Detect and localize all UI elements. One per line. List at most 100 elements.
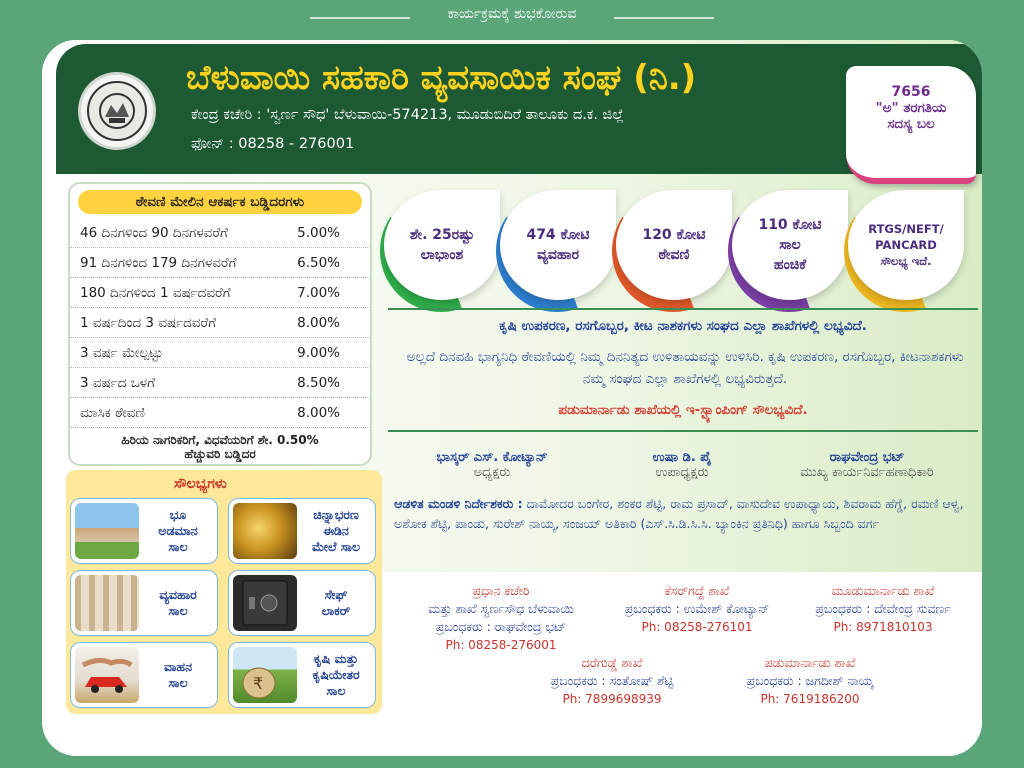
estamping-notice: ಪಡುಮಾರ್ನಾಡು ಶಾಖೆಯಲ್ಲಿ ಇ-ಸ್ಟ್ಯಾಂಪಿಂಗ್ ಸೌಲ… [558, 402, 808, 418]
address-line: ಕೇಂದ್ರ ಕಚೇರಿ : 'ಸ್ವರ್ಣ ಸೌಧ' ಬೆಳುವಾಯಿ-574… [191, 107, 624, 123]
shop-image [75, 575, 139, 631]
facility-label: ಸೇಫ್ ಲಾಕರ್ [321, 587, 351, 618]
svg-text:₹: ₹ [253, 674, 263, 693]
branch-manager: ಪ್ರಬಂಧಕರು : ರಾಘವೇಂದ್ರ ಭಟ್ [435, 619, 567, 634]
locker-image [233, 575, 297, 631]
branch-head-office: ಪ್ರಧಾನ ಕಚೇರಿ ಮತ್ತು ಶಾಖೆ ಸ್ವರ್ಣಸೌಧ ಬೆಳುವಾ… [396, 582, 606, 654]
rate-value: 5.00% [297, 224, 340, 241]
car-handshake-image [75, 647, 139, 703]
rate-period: 1 ವರ್ಷದಿಂದ 3 ವರ್ಷದವರೆಗೆ [80, 314, 217, 331]
facilities-panel: ಸೌಲಭ್ಯಗಳು ಭೂ ಅಡಮಾನ ಸಾಲ ಚಿನ್ನಾಭರಣ ಈಡಿನ ಮೇಲೆ ಸ… [66, 470, 382, 714]
advertisement-card: ಬೆಳುವಾಯಿ ಸಹಕಾರಿ ವ್ಯವಸಾಯಿಕ ಸಂಘ (ನಿ.) ಕೇಂದ… [42, 40, 982, 756]
staff-name: ಭಾಸ್ಕರ್ ಎಸ್. ಕೋಟ್ಯಾನ್ [436, 450, 548, 465]
notice-box: ಕೃಷಿ ಉಪಕರಣ, ರಸಗೊಬ್ಬರ, ಕೀಟ ನಾಶಕಗಳು ಸಂಘದ ಎ… [388, 308, 978, 432]
branch-moodumarnad: ಮೂಡುಮಾರ್ನಾಡು ಶಾಖೆ ಪ್ರಬಂಧಕರು : ದೇವೇಂದ್ರ ಸ… [788, 582, 978, 636]
rate-row: 91 ದಿನಗಳಿಂದ 179 ದಿನಗಳವರೆಗೆ 6.50% [70, 248, 370, 278]
branch-name: ಪಡುಮಾರ್ನಾಡು ಶಾಖೆ [764, 655, 856, 670]
stat-turnover: 474 ಕೋಟಿ ವ್ಯವಹಾರ [500, 190, 616, 300]
rate-value: 8.00% [297, 314, 340, 331]
rate-row: 180 ದಿನಗಳಿಂದ 1 ವರ್ಷದವರೆಗೆ 7.00% [70, 278, 370, 308]
facilities-heading: ಸೌಲಭ್ಯಗಳು [174, 476, 227, 492]
rate-period: 91 ದಿನಗಳಿಂದ 179 ದಿನಗಳವರೆಗೆ [80, 254, 237, 271]
rate-period: 46 ದಿನಗಳಿಂದ 90 ದಿನಗಳವರೆಗೆ [80, 224, 228, 241]
branch-manager: ಪ್ರಬಂಧಕರು : ಉಮೇಶ್ ಕೋಟ್ಯಾನ್ [624, 601, 770, 616]
branch-name: ಕೆಸರ್‌ಗದ್ದೆ ಶಾಖೆ [664, 583, 730, 598]
facility-business-loan: ವ್ಯವಹಾರ ಸಾಲ [70, 570, 218, 636]
rate-period: 180 ದಿನಗಳಿಂದ 1 ವರ್ಷದವರೆಗೆ [80, 284, 231, 301]
safe-icon [242, 580, 288, 626]
facility-land-mortgage-loan: ಭೂ ಅಡಮಾನ ಸಾಲ [70, 498, 218, 564]
facility-gold-loan: ಚಿನ್ನಾಭರಣ ಈಡಿನ ಮೇಲೆ ಸಾಲ [228, 498, 376, 564]
rate-row: 1 ವರ್ಷದಿಂದ 3 ವರ್ಷದವರೆಗೆ 8.00% [70, 308, 370, 338]
header-banner: ಬೆಳುವಾಯಿ ಸಹಕಾರಿ ವ್ಯವಸಾಯಿಕ ಸಂಘ (ನಿ.) ಕೇಂದ… [56, 44, 982, 174]
branch-phone: Ph: 7619186200 [760, 692, 860, 706]
branch-phone: Ph: 8971810103 [833, 620, 933, 634]
jewellery-image [233, 503, 297, 559]
branch-kesargadde: ಕೆಸರ್‌ಗದ್ದೆ ಶಾಖೆ ಪ್ರಬಂಧಕರು : ಉಮೇಶ್ ಕೋಟ್ಯ… [602, 582, 792, 636]
facility-vehicle-loan: ವಾಹನ ಸಾಲ [70, 642, 218, 708]
rate-row: 3 ವರ್ಷದ ಒಳಗೆ 8.50% [70, 368, 370, 398]
branch-name: ಮೂಡುಮಾರ್ನಾಡು ಶಾಖೆ [831, 583, 935, 598]
directors-names: ದಾಮೋದರ ಬಂಗೇರ, ಶಂಕರ ಶೆಟ್ಟಿ, ರಾಮ ಪ್ರಸಾದ್, … [394, 496, 964, 531]
society-title: ಬೆಳುವಾಯಿ ಸಹಕಾರಿ ವ್ಯವಸಾಯಿಕ ಸಂಘ (ನಿ.) [186, 58, 697, 98]
divider [614, 17, 714, 19]
deposit-rates-table: ಠೇವಣಿ ಮೇಲಿನ ಆಕರ್ಷಕ ಬಡ್ಡಿದರಗಳು 46 ದಿನಗಳಿಂ… [70, 184, 370, 464]
facility-label: ಭೂ ಅಡಮಾನ ಸಾಲ [158, 507, 198, 554]
staff-role: ಮುಖ್ಯ ಕಾರ್ಯನಿರ್ವಹಣಾಧಿಕಾರಿ [800, 465, 934, 480]
branch-name: ದರೆಗುಡ್ಡೆ ಶಾಖೆ [581, 655, 643, 670]
rate-value: 6.50% [297, 254, 340, 271]
rates-footnote: ಹಿರಿಯ ನಾಗರಿಕರಿಗೆ, ವಿಧವೆಯರಿಗೆ ಶೇ. 0.50% ಹ… [70, 428, 370, 461]
branch-name: ಪ್ರಧಾನ ಕಚೇರಿ [472, 583, 530, 598]
branch-manager: ಪ್ರಬಂಧಕರು : ಜಗದೀಶ್ ನಾಯ್ಕ [746, 673, 874, 688]
rate-value: 9.00% [297, 344, 340, 361]
branch-phone: Ph: 7899698939 [562, 692, 662, 706]
staff-name: ರಾಘವೇಂದ್ರ ಭಟ್ [829, 450, 905, 465]
rate-row: 46 ದಿನಗಳಿಂದ 90 ದಿನಗಳವರೆಗೆ 5.00% [70, 218, 370, 248]
phone-line: ಫೋನ್ : 08258 - 276001 [191, 136, 355, 152]
facility-label: ಕೃಷಿ ಮತ್ತು ಕೃಷಿಯೇತರ ಸಾಲ [312, 651, 360, 698]
staff-name: ಉಷಾ ಡಿ. ಪೈ [652, 450, 712, 465]
emblem-icon [99, 93, 135, 129]
vice-president: ಉಷಾ ಡಿ. ಪೈ ಉಪಾಧ್ಯಕ್ಷರು [602, 450, 762, 480]
members-count: 7656 [891, 84, 931, 100]
branch-detail: ಮತ್ತು ಶಾಖೆ ಸ್ವರ್ಣಸೌಧ ಬೆಳುವಾಯಿ [428, 601, 574, 616]
stat-services: RTGS/NEFT/PANCARD ಸೌಲಭ್ಯ ಇದೆ. [848, 190, 964, 300]
rates-heading: ಠೇವಣಿ ಮೇಲಿನ ಆಕರ್ಷಕ ಬಡ್ಡಿದರಗಳು [78, 190, 362, 214]
facility-label: ಚಿನ್ನಾಭರಣ ಈಡಿನ ಮೇಲೆ ಸಾಲ [311, 507, 361, 554]
rate-period: 3 ವರ್ಷದ ಒಳಗೆ [80, 374, 155, 391]
senior-citizen-note: ಹಿರಿಯ ನಾಗರಿಕರಿಗೆ, ವಿಧವೆಯರಿಗೆ ಶೇ. 0.50% [121, 433, 319, 447]
rupee-bag-icon: ₹ [242, 667, 276, 699]
car-icon [81, 657, 133, 693]
chief-executive: ರಾಘವೇಂದ್ರ ಭಟ್ ಮುಖ್ಯ ಕಾರ್ಯನಿರ್ವಹಣಾಧಿಕಾರಿ [762, 450, 972, 480]
top-tagline: ಕಾರ್ಯಕ್ರಮಕ್ಕೆ ಶುಭಕೋರುವ [447, 6, 577, 22]
branch-phone: Ph: 08258-276101 [641, 620, 753, 634]
branches-panel [382, 572, 982, 756]
branch-padumarnad: ಪಡುಮಾರ್ನಾಡು ಶಾಖೆ ಪ್ರಬಂಧಕರು : ಜಗದೀಶ್ ನಾಯ್… [710, 654, 910, 708]
rate-value: 7.00% [297, 284, 340, 301]
rate-row: ಮಾಸಿಕ ಠೇವಣಿ 8.00% [70, 398, 370, 428]
society-logo [78, 72, 156, 150]
rate-value: 8.00% [297, 404, 340, 421]
branch-phone: Ph: 08258-276001 [445, 638, 557, 652]
members-label: "ಅ" ತರಗತಿಯ [875, 100, 947, 116]
rate-row: 3 ವರ್ಷ ಮೇಲ್ಪಟ್ಟು 9.00% [70, 338, 370, 368]
logo-emblem [87, 81, 147, 141]
facility-agri-loan: ₹ ಕೃಷಿ ಮತ್ತು ಕೃಷಿಯೇತರ ಸಾಲ [228, 642, 376, 708]
rate-value: 8.50% [297, 374, 340, 391]
members-badge: 7656 "ಅ" ತರಗತಿಯ ಸದಸ್ಯ ಬಲ [846, 66, 976, 184]
stat-loan-distribution: 110 ಕೋಟಿ ಸಾಲ ಹಂಚಿಕೆ [732, 190, 848, 300]
board-of-directors: ಆಡಳಿತ ಮಂಡಳಿ ನಿರ್ದೇಶಕರು : ದಾಮೋದರ ಬಂಗೇರ, ಶ… [394, 494, 978, 534]
directors-label: ಆಡಳಿತ ಮಂಡಳಿ ನಿರ್ದೇಶಕರು : [394, 496, 523, 511]
members-label: ಸದಸ್ಯ ಬಲ [887, 116, 935, 132]
staff-role: ಉಪಾಧ್ಯಕ್ಷರು [655, 465, 709, 480]
branch-manager: ಪ್ರಬಂಧಕರು : ದೇವೇಂದ್ರ ಸುವರ್ಣ [815, 601, 951, 616]
notice-line: ಕೃಷಿ ಉಪಕರಣ, ರಸಗೊಬ್ಬರ, ಕೀಟ ನಾಶಕಗಳು ಸಂಘದ ಎ… [499, 318, 867, 334]
divider [310, 17, 410, 19]
house-image [75, 503, 139, 559]
facility-label: ವ್ಯವಹಾರ ಸಾಲ [159, 587, 197, 618]
facility-label: ವಾಹನ ಸಾಲ [163, 659, 193, 690]
president: ಭಾಸ್ಕರ್ ಎಸ್. ಕೋಟ್ಯಾನ್ ಅಧ್ಯಕ್ಷರು [402, 450, 582, 480]
branch-daregudde: ದರೆಗುಡ್ಡೆ ಶಾಖೆ ಪ್ರಬಂಧಕರು : ಸಂತೋಷ್ ಶೆಟ್ಟಿ… [512, 654, 712, 708]
notice-paragraph: ಅಲ್ಲದೆ ದಿನವಹಿ ಭಾಗ್ಯನಿಧಿ ಠೇವಣಿಯಲ್ಲಿ ನಿಮ್ಮ… [406, 349, 964, 387]
money-bag-image: ₹ [233, 647, 297, 703]
